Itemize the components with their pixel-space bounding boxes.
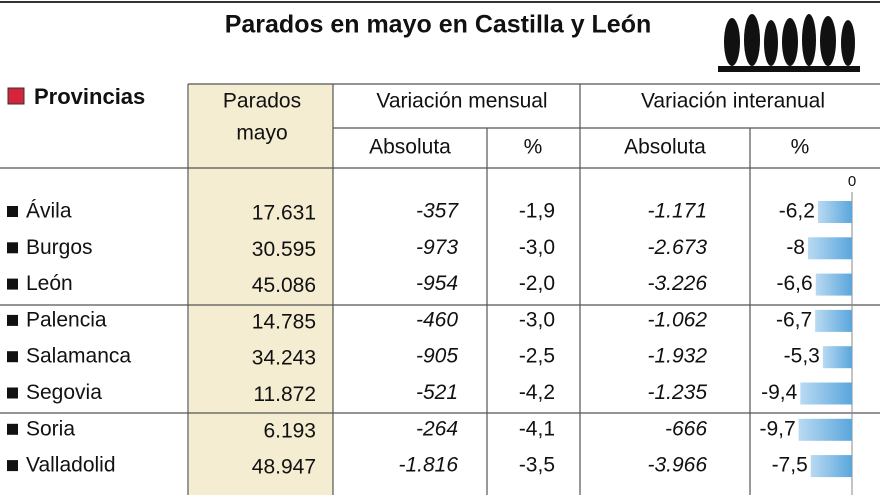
interanual-pct: -5,3: [784, 345, 820, 368]
province: Burgos: [26, 236, 93, 259]
parados-column-bg: [189, 84, 333, 495]
mensual-pct: -2,5: [519, 345, 555, 368]
mensual-pct: -3,0: [519, 236, 555, 259]
interanual-pct: -9,7: [759, 417, 795, 440]
parados: 17.631: [252, 202, 316, 225]
interanual-pct: -6,7: [776, 308, 812, 331]
interanual-abs: -666: [665, 417, 707, 440]
bullet: [7, 206, 18, 217]
mensual-abs: -905: [416, 345, 458, 368]
province: Segovia: [26, 381, 102, 404]
interanual-abs: -1.062: [647, 308, 707, 331]
mensual-pct: -1,9: [519, 200, 555, 223]
province: Ávila: [26, 200, 72, 223]
interanual-abs: -1.932: [647, 345, 707, 368]
province: Valladolid: [26, 454, 116, 477]
mensual-abs: -1.816: [398, 454, 458, 477]
interanual-abs: -3.226: [647, 272, 707, 295]
bar: [800, 382, 852, 405]
bullet: [7, 351, 18, 363]
bullet: [7, 423, 18, 435]
mensual-pct: -2,0: [519, 272, 555, 295]
interanual-pct: -9,4: [761, 381, 798, 404]
province: León: [26, 272, 73, 295]
header-parados: Parados: [223, 90, 301, 113]
parados: 34.243: [252, 347, 316, 370]
parados: 30.595: [252, 238, 316, 261]
bar: [815, 309, 852, 332]
mensual-pct: -3,5: [519, 454, 555, 477]
bar: [798, 418, 852, 441]
interanual-abs: -1.235: [647, 381, 707, 404]
province: Soria: [26, 417, 75, 440]
bar: [808, 237, 852, 260]
interanual-pct: -8: [786, 236, 805, 259]
header-sub: %: [791, 136, 810, 159]
province: Salamanca: [26, 345, 131, 368]
header-provincias: Provincias: [34, 84, 145, 109]
bullet: [7, 387, 18, 399]
interanual-pct: -6,2: [779, 200, 815, 223]
parados: 14.785: [252, 310, 316, 333]
interanual-abs: -2.673: [647, 236, 707, 259]
bullet: [7, 242, 18, 254]
mensual-pct: -4,2: [519, 381, 555, 404]
mensual-abs: -521: [416, 381, 458, 404]
bullet: [7, 460, 18, 472]
interanual-pct: -7,5: [772, 454, 808, 477]
parados: 45.086: [252, 274, 316, 297]
silhouettes: [718, 14, 860, 72]
parados: 6.193: [263, 419, 316, 442]
header-sub: %: [524, 136, 543, 159]
interanual-abs: -1.171: [647, 200, 707, 223]
header-parados: mayo: [236, 122, 287, 145]
bar: [810, 455, 852, 478]
header-mensual: Variación mensual: [376, 90, 547, 113]
parados: 11.872: [253, 383, 316, 406]
bullet: [7, 278, 18, 290]
bullet: [7, 314, 18, 326]
mensual-pct: -4,1: [519, 417, 555, 440]
mensual-abs: -954: [416, 272, 458, 295]
header-sub: Absoluta: [369, 136, 451, 159]
interanual-abs: -3.966: [647, 454, 707, 477]
mensual-abs: -357: [416, 200, 459, 223]
mensual-pct: -3,0: [519, 308, 555, 331]
legend-square: [7, 87, 25, 105]
interanual-pct: -6,6: [777, 272, 813, 295]
parados: 48.947: [252, 456, 316, 479]
axis-tick-label: 0: [848, 173, 856, 190]
mensual-abs: -264: [416, 417, 458, 440]
header-sub: Absoluta: [624, 136, 706, 159]
bar: [822, 346, 852, 369]
bar: [817, 201, 852, 223]
grid-lines: [0, 83, 880, 495]
mensual-abs: -460: [416, 308, 458, 331]
bar: [815, 273, 852, 296]
province: Palencia: [26, 308, 107, 331]
mensual-abs: -973: [416, 236, 458, 259]
title: Parados en mayo en Castilla y León: [225, 11, 652, 39]
header-interanual: Variación interanual: [641, 90, 825, 113]
